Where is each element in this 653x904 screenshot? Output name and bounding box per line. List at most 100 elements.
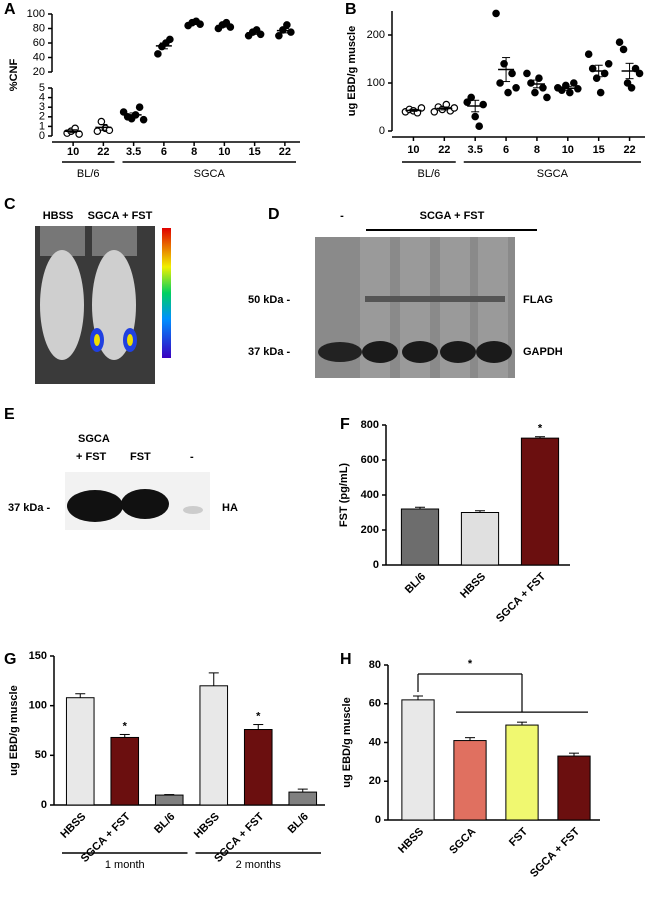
y-tick-label: 40: [369, 736, 381, 748]
y-tick-label: 0: [41, 799, 47, 811]
y-axis-label: %CNF: [8, 59, 20, 92]
marker-label: 50 kDa -: [248, 294, 291, 306]
x-tick-label: BL/6: [403, 571, 428, 596]
significance-marker: *: [256, 710, 261, 722]
data-point: [475, 122, 483, 131]
data-point: [527, 79, 535, 87]
color-bar: [162, 228, 171, 358]
group-label: BL/6: [77, 168, 100, 180]
bar: [557, 755, 591, 821]
panel-letter: E: [4, 406, 15, 423]
x-tick-label: 10: [407, 144, 419, 156]
data-point: [508, 69, 516, 78]
data-point: [275, 31, 283, 40]
y-tick-label: 100: [29, 700, 47, 712]
marker-label: 37 kDa -: [248, 346, 291, 358]
group-label: BL/6: [418, 168, 441, 180]
group-label: 1 month: [105, 859, 145, 871]
group-label: 2 months: [236, 859, 282, 871]
data-point: [97, 117, 106, 126]
y-tick-label: 80: [33, 22, 45, 34]
y-tick-label: 20: [33, 66, 45, 78]
data-point: [619, 45, 628, 54]
band-label: GAPDH: [523, 346, 563, 358]
bar: [199, 685, 229, 806]
y-axis-label: FST (pg/mL): [338, 463, 350, 527]
y-tick-label: 0: [373, 559, 379, 571]
x-tick-label: 15: [249, 146, 261, 158]
data-point: [504, 88, 512, 97]
y-axis-label: ug EBD/g muscle: [341, 697, 353, 787]
bar: [401, 699, 435, 821]
data-point: [283, 21, 291, 29]
y-tick-label: 200: [367, 29, 385, 41]
x-tick-label: SGCA + FST: [494, 570, 548, 624]
x-tick-label: HBSS: [192, 811, 222, 841]
x-tick-label: HBSS: [396, 826, 426, 856]
lane-label: FST: [130, 451, 151, 463]
bar: [400, 508, 440, 566]
data-point: [417, 104, 426, 112]
data-point: [631, 64, 640, 73]
bar: [453, 740, 487, 821]
significance-marker: *: [123, 720, 128, 732]
y-tick-label: 600: [361, 454, 379, 466]
data-point: [135, 103, 144, 112]
data-point: [467, 93, 475, 102]
panel-letter: H: [340, 651, 352, 668]
y-tick-label: 400: [361, 489, 379, 501]
data-point: [287, 28, 295, 36]
x-tick-label: HBSS: [58, 811, 88, 841]
y-tick-label: 100: [367, 77, 385, 89]
y-tick-label: 40: [33, 51, 45, 63]
panel-letter: F: [340, 416, 350, 433]
data-point: [154, 50, 162, 58]
data-point: [496, 79, 504, 87]
data-point: [600, 69, 609, 78]
x-tick-label: SGCA: [447, 826, 478, 857]
y-tick-label: 150: [29, 650, 47, 662]
bar: [460, 512, 500, 566]
y-tick-label: 20: [369, 775, 381, 787]
data-point: [492, 9, 500, 18]
data-point: [430, 108, 439, 116]
lane-label: -: [340, 210, 344, 222]
x-tick-label: HBSS: [458, 571, 488, 601]
bar: [505, 724, 539, 821]
y-tick-label: 200: [361, 524, 379, 536]
data-point: [166, 35, 174, 44]
y-axis-label: ug EBD/g muscle: [8, 685, 20, 775]
y-tick-label: 4: [39, 92, 45, 104]
group-label: SGCA: [194, 168, 226, 180]
x-tick-label: SGCA + FST: [528, 825, 582, 879]
data-point: [566, 88, 574, 97]
bar: [288, 791, 318, 806]
significance-marker: *: [468, 658, 473, 670]
group-label: SGCA: [537, 168, 569, 180]
bar: [154, 794, 184, 806]
bar: [65, 697, 95, 806]
data-point: [471, 112, 479, 121]
bar: [520, 437, 560, 566]
image-label: SGCA + FST: [88, 210, 153, 222]
band-label: FLAG: [523, 294, 553, 306]
x-tick-label: 10: [218, 146, 230, 158]
bar: [110, 736, 140, 806]
band-label: HA: [222, 502, 238, 514]
x-tick-label: 6: [503, 144, 509, 156]
bar: [243, 729, 273, 806]
western-blot: [315, 237, 515, 378]
lane-label: + FST: [76, 451, 107, 463]
data-point: [588, 64, 597, 73]
y-axis-label: ug EBD/g muscle: [346, 26, 358, 116]
panel-letter: C: [4, 196, 16, 213]
x-tick-label: 22: [623, 144, 635, 156]
x-tick-label: 22: [97, 146, 109, 158]
x-tick-label: 15: [593, 144, 605, 156]
lane-label: -: [190, 451, 194, 463]
x-tick-label: 8: [534, 144, 540, 156]
lane-label: SCGA + FST: [420, 210, 485, 222]
y-tick-label: 0: [379, 125, 385, 137]
y-tick-label: 60: [33, 37, 45, 49]
